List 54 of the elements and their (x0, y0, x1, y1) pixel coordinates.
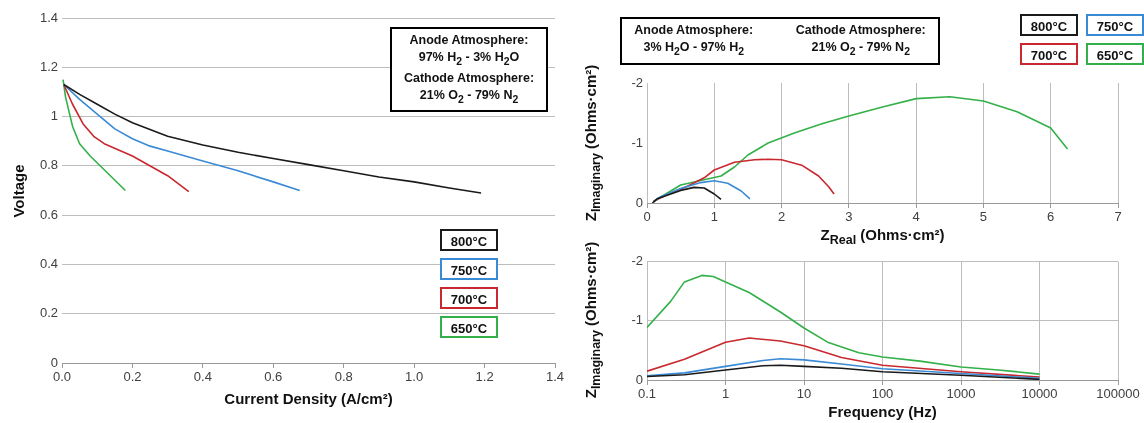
x-tick-label: 3 (845, 209, 853, 225)
x-tick-label: 4 (912, 209, 920, 225)
y-tick-label: 0 (50, 354, 58, 370)
text: 3% H$_{2}$O - 97% H$_{2}$ (642, 39, 745, 59)
y-tick-label: 0 (635, 194, 643, 210)
y-tick-label: 0.2 (39, 305, 58, 321)
annotation: 97% H$_{2}$ - 3% H$_{2}$O (417, 49, 521, 69)
x-tick-label: 10000 (1021, 386, 1058, 402)
annotation: Anode Atmosphere: (408, 32, 530, 49)
x-tick-label: 10 (796, 386, 812, 402)
text: 750°C (440, 258, 498, 280)
x-tick-label: 100 (871, 386, 894, 402)
x-tick-label: 1.0 (405, 369, 424, 385)
text: 800°C (1020, 14, 1078, 36)
y-tick-label: -2 (631, 253, 643, 269)
x-axis-title: Current Density (A/cm²) (224, 389, 393, 407)
annotation: Cathode Atmosphere: (402, 69, 536, 87)
x-tick-label: 6 (1047, 209, 1055, 225)
text: 650°C (440, 316, 498, 338)
x-tick-label: 2 (777, 209, 786, 225)
text: 650°C (1086, 43, 1144, 65)
text: 800°C (440, 229, 498, 251)
text: 700°C (1020, 43, 1078, 65)
x-tick-label: 0.2 (123, 369, 142, 385)
x-axis-title: Z$_{Real}$ (Ohms·cm²) (820, 225, 945, 247)
x-axis-title: Frequency (Hz) (828, 402, 937, 420)
x-tick-label: 0.0 (52, 369, 72, 385)
x-tick-label: 1.2 (475, 369, 494, 385)
text: 750°C (1086, 14, 1144, 36)
y-tick-label: -1 (631, 312, 643, 328)
y-tick-label: -2 (631, 74, 643, 90)
x-tick-label: 0.6 (264, 369, 283, 385)
y-tick-label: 1.4 (39, 9, 58, 25)
text: Anode Atmosphere: (633, 22, 755, 39)
x-tick-label: 1000 (946, 386, 976, 402)
x-tick-label: 0.8 (334, 369, 353, 385)
x-tick-label: 0.1 (637, 386, 657, 402)
x-tick-label: 100000 (1096, 386, 1140, 402)
x-tick-label: 1.4 (545, 369, 565, 385)
text: 21% O$_{2}$ - 79% N$_{2}$ (810, 39, 911, 59)
y-tick-label: -1 (631, 134, 643, 150)
y-axis-title: Voltage (9, 163, 27, 218)
text: 700°C (440, 287, 498, 309)
x-tick-label: 7 (1114, 209, 1122, 225)
annotation: 21% O$_{2}$ - 79% N$_{2}$ (418, 86, 520, 106)
x-tick-label: 0.4 (193, 369, 212, 385)
y-tick-label: 1.2 (39, 58, 58, 74)
x-tick-label: 1 (710, 209, 718, 225)
y-tick-label: 1 (50, 108, 58, 124)
x-tick-label: 5 (979, 209, 988, 225)
x-tick-label: 1 (721, 386, 730, 402)
y-tick-label: 0.4 (39, 256, 58, 272)
text: Cathode Atmosphere: (794, 22, 927, 39)
y-tick-label: 0.8 (39, 157, 58, 173)
